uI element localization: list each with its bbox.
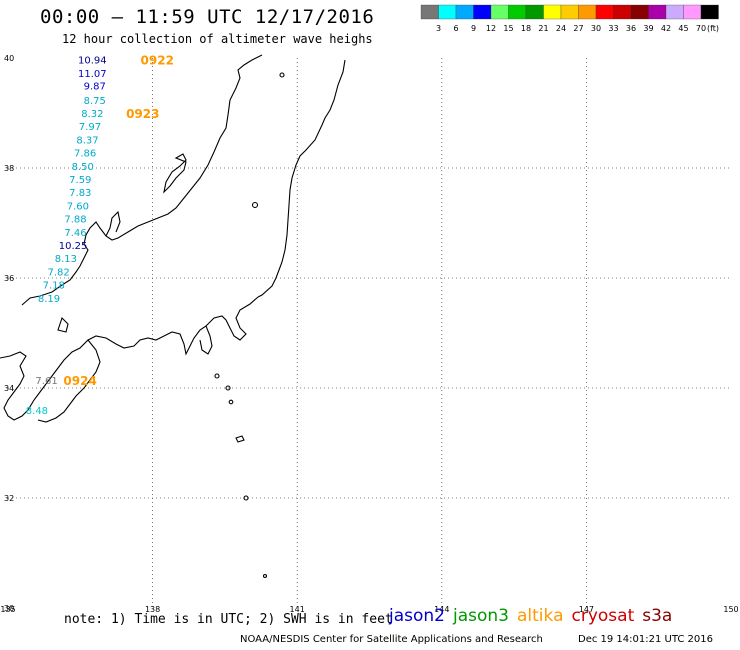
track-value-2: 9.87	[84, 82, 106, 93]
coastline-awaji	[57, 316, 69, 333]
island-tobishima	[279, 72, 285, 78]
satellite-cryosat: cryosat	[571, 606, 635, 626]
scale-tick-12: 12	[486, 24, 496, 33]
generation-timestamp: Dec 19 14:01:21 UTC 2016	[578, 634, 713, 645]
island-niijima	[228, 399, 234, 405]
satellite-jason3: jason3	[453, 606, 509, 626]
scale-tick-45: 45	[678, 24, 688, 33]
axis-tick-labels: 135 138 141 144 147 150 30 32 34 36 38 40	[0, 54, 738, 614]
coastline-izu-peninsula	[199, 325, 213, 355]
track-value-3: 8.75	[84, 96, 106, 107]
map-subtitle: 12 hour collection of altimeter wave hei…	[62, 32, 373, 46]
scale-tick-6: 6	[453, 24, 458, 33]
lat-tick-30: 30	[4, 604, 14, 613]
track-value-17: 7.18	[43, 281, 65, 292]
track-value-1: 11.07	[78, 69, 107, 80]
coastline-honshu-west	[21, 54, 263, 306]
island-hachijojima	[243, 495, 249, 501]
coastline-kii-south	[37, 339, 101, 423]
island-oshima	[214, 373, 220, 379]
color-scale-legend: 3 6 9 12 15 18 21 24 27 30 33 36 39 42 45 70 (ft)	[420, 4, 719, 33]
track-value-6: 8.37	[76, 135, 98, 146]
scale-tick-18: 18	[521, 24, 531, 33]
coastline	[0, 54, 346, 579]
time-label-0923: 0923	[126, 107, 159, 121]
track-values: 10.94 11.07 9.87 8.75 8.32 7.97 8.37 7.86 8.50 7.…	[26, 56, 107, 417]
island-aogashima	[262, 573, 268, 579]
coastline-sado-island	[163, 153, 187, 194]
credit-line: NOAA/NESDIS Center for Satellite Applica…	[240, 634, 543, 645]
coastline-honshu-north	[257, 59, 346, 298]
time-label-0922: 0922	[141, 54, 174, 68]
footnote: note: 1) Time is in UTC; 2) SWH is in fe…	[64, 612, 393, 627]
lat-tick-40: 40	[4, 54, 14, 63]
scale-tick-70: 70	[696, 24, 706, 33]
scale-tick-33: 33	[608, 24, 618, 33]
scale-unit: (ft)	[707, 24, 719, 33]
track-value-10: 7.83	[69, 188, 91, 199]
track-value-16: 7.82	[47, 267, 69, 278]
lat-tick-32: 32	[4, 494, 14, 503]
lon-tick-144: 144	[434, 605, 449, 614]
track-value-14: 10.25	[59, 241, 88, 252]
scale-tick-9: 9	[471, 24, 476, 33]
island-miyakejima	[235, 435, 245, 443]
track-value-7: 7.86	[74, 149, 96, 160]
time-label-0924: 0924	[63, 374, 96, 388]
track-value-8: 8.50	[72, 162, 94, 173]
island-toshima	[225, 385, 231, 391]
scale-tick-30: 30	[591, 24, 601, 33]
island-awashima	[251, 201, 259, 209]
scale-tick-39: 39	[643, 24, 653, 33]
lat-lon-grid	[8, 58, 731, 608]
track-value-0: 10.94	[78, 56, 107, 67]
lon-tick-138: 138	[145, 605, 160, 614]
satellite-altika: altika	[517, 606, 564, 626]
scale-tick-3: 3	[436, 24, 441, 33]
satellite-legend: jason2 jason3 altika cryosat s3a	[389, 606, 680, 626]
track-value-18: 8.19	[38, 294, 60, 305]
track-value-20: 8.48	[26, 406, 48, 417]
scale-tick-24: 24	[556, 24, 566, 33]
map-title: 00:00 – 11:59 UTC 12/17/2016	[40, 6, 375, 28]
track-time-labels: 0922 0923 0924	[63, 54, 174, 388]
lat-tick-34: 34	[4, 384, 14, 393]
coastline-kanto	[45, 296, 259, 385]
track-value-11: 7.60	[67, 201, 89, 212]
scale-tick-15: 15	[503, 24, 513, 33]
scale-tick-36: 36	[626, 24, 636, 33]
lat-tick-36: 36	[4, 274, 14, 283]
track-value-15: 8.13	[55, 254, 77, 265]
lon-tick-135: 135	[0, 605, 15, 614]
lat-tick-38: 38	[4, 164, 14, 173]
satellite-s3a: s3a	[642, 606, 673, 626]
track-value-19: 7.61	[35, 376, 57, 387]
coastline-kii-peninsula	[0, 351, 47, 421]
lon-tick-150: 150	[723, 605, 738, 614]
lon-tick-147: 147	[579, 605, 594, 614]
scale-tick-42: 42	[661, 24, 671, 33]
track-value-4: 8.32	[81, 109, 103, 120]
lon-tick-141: 141	[290, 605, 305, 614]
track-value-9: 7.59	[69, 175, 91, 186]
track-value-5: 7.97	[79, 122, 101, 133]
scale-tick-21: 21	[538, 24, 548, 33]
track-value-13: 7.46	[64, 228, 86, 239]
track-value-12: 7.88	[64, 215, 86, 226]
satellite-jason2: jason2	[389, 606, 445, 626]
scale-tick-27: 27	[573, 24, 583, 33]
coastline-noto-peninsula	[105, 210, 121, 237]
scale-swatch-16	[700, 4, 719, 20]
